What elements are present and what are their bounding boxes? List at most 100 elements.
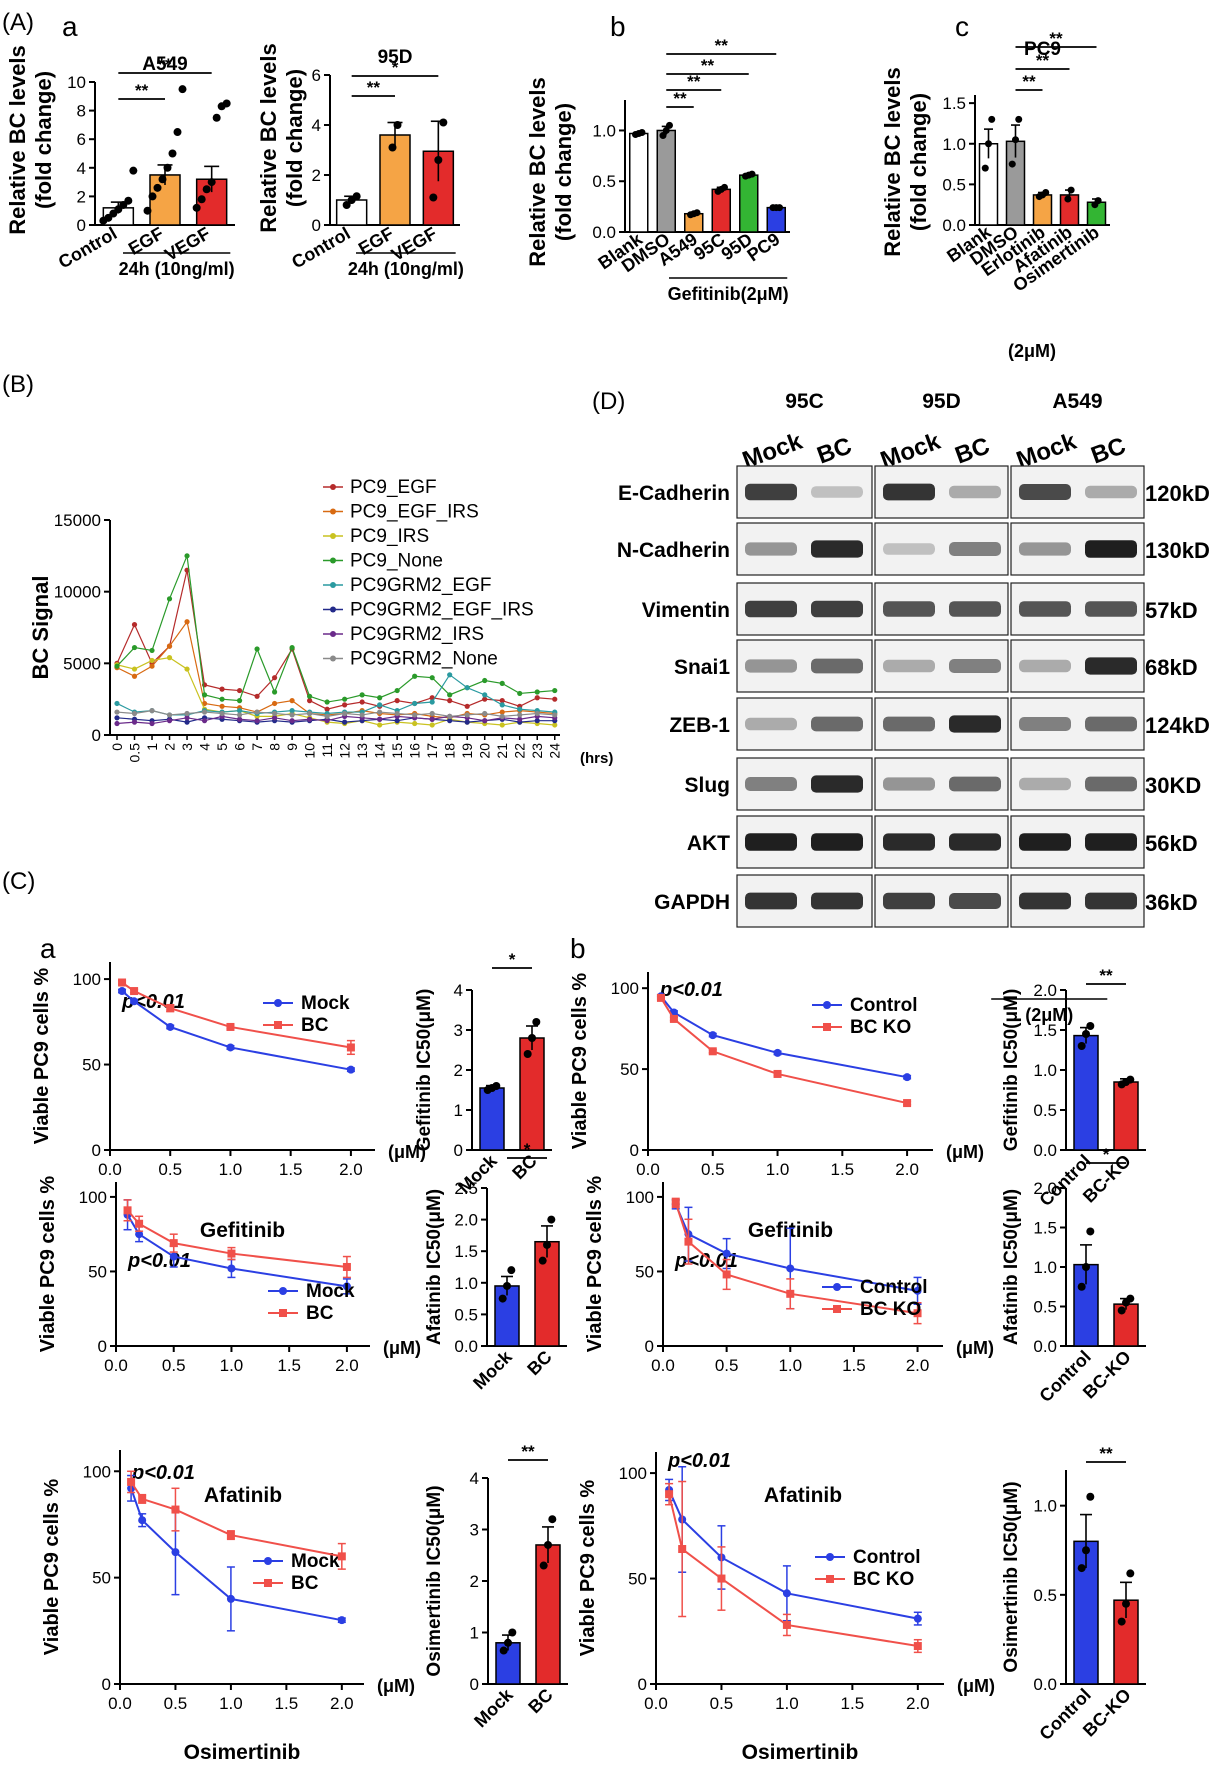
protein-band <box>811 775 863 793</box>
data-point <box>1082 1030 1090 1038</box>
protein-band <box>1019 777 1071 791</box>
x-axis-unit: (μM) <box>383 1338 421 1358</box>
x-axis-unit: (hrs) <box>580 750 613 767</box>
y-axis-label-line2: (fold change) <box>906 93 931 231</box>
series-point <box>359 712 365 718</box>
series-point <box>184 719 190 725</box>
significance-label: ** <box>687 72 701 91</box>
bar-BC <box>535 1544 561 1685</box>
legend-label: PC9_EGF_IRS <box>350 502 479 523</box>
series-point <box>184 553 190 559</box>
significance-label: ** <box>1049 29 1063 48</box>
panel-label-Ab: b <box>610 11 626 42</box>
protein-label: E-Cadherin <box>618 482 730 505</box>
chart-C-a-afa-bar-y-tick-label: 0.5 <box>454 1305 478 1324</box>
x-tick-label: 1.5 <box>279 1160 303 1179</box>
series-point <box>429 675 435 681</box>
data-point <box>1094 197 1102 205</box>
series-point <box>114 709 120 715</box>
protein-band <box>949 542 1001 556</box>
x-tick-label: 1.0 <box>775 1694 799 1713</box>
lane-label: BC <box>952 432 994 469</box>
data-point <box>169 1239 178 1248</box>
protein-band <box>745 833 797 851</box>
legend-marker <box>826 1553 834 1561</box>
chart-A-b-y-tick-label: 1.0 <box>592 121 616 140</box>
x-tick-label: 15 <box>389 743 405 759</box>
x-tick-label: 0 <box>109 743 125 751</box>
data-point <box>388 143 397 152</box>
chart-title: A549 <box>142 54 187 75</box>
data-point <box>1126 1075 1135 1084</box>
significance-label: ** <box>1036 51 1050 70</box>
lane-label: BC <box>814 432 856 469</box>
series-point <box>464 719 470 725</box>
chart-C-b-osi-bar-y-tick-label: 0.5 <box>1033 1586 1057 1605</box>
x-tick-label: 5 <box>214 743 230 751</box>
data-point <box>981 164 989 172</box>
chart-C-a-gef-bar-y-tick-label: 4 <box>454 981 463 1000</box>
series-point <box>289 644 295 651</box>
series-point <box>499 722 505 728</box>
x-tick-label: 3 <box>179 743 195 751</box>
data-point <box>786 1264 795 1273</box>
legend-marker <box>823 1023 831 1031</box>
protein-label: Slug <box>685 774 731 797</box>
data-point <box>337 1616 346 1625</box>
x-tick-label: 6 <box>232 743 248 751</box>
series-point <box>482 710 488 717</box>
legend-marker <box>279 1309 287 1317</box>
series-point <box>236 712 243 718</box>
series-point <box>114 715 120 721</box>
series-point <box>447 692 453 698</box>
data-point <box>393 121 402 129</box>
x-tick-label: 1.5 <box>830 1160 854 1179</box>
series-point <box>552 696 558 702</box>
data-point <box>1064 195 1072 203</box>
data-point <box>665 1490 674 1499</box>
series-point <box>324 706 330 712</box>
lane-label: BC <box>1088 432 1130 469</box>
x-axis-label: Osimertinib <box>742 1741 859 1764</box>
x-tick-label: 2.0 <box>335 1356 359 1375</box>
data-point <box>1077 1042 1086 1050</box>
group-label: 24h (10ng/ml) <box>348 259 464 279</box>
data-point <box>171 1548 180 1557</box>
data-point <box>544 1540 552 1549</box>
series-point <box>499 709 505 715</box>
legend-label: PC9_IRS <box>350 526 429 547</box>
data-point <box>1067 186 1075 194</box>
bar-PC9 <box>766 206 786 233</box>
series-point <box>131 622 138 628</box>
series-point <box>377 695 383 701</box>
x-tick-label: 2.0 <box>906 1694 930 1713</box>
protein-band <box>811 892 863 910</box>
y-axis-label: Afatinib IC50(μM) <box>424 1189 445 1345</box>
category-label: BC <box>524 1685 557 1718</box>
x-tick-label: 0.0 <box>98 1160 122 1179</box>
y-axis-label: BC Signal <box>28 576 53 680</box>
data-point <box>118 987 127 996</box>
molecular-weight-label: 56kD <box>1145 831 1198 856</box>
series-point <box>429 699 435 705</box>
data-point <box>342 1282 351 1291</box>
chart-C-a-afa-line-y-tick-label: 0 <box>98 1337 107 1356</box>
chart-A-c-y-tick-label: 0.0 <box>942 216 966 235</box>
legend-marker <box>330 582 336 588</box>
legend-marker <box>330 508 336 515</box>
chart-A-a-A549-y-tick-label: 0 <box>77 216 86 235</box>
data-point <box>504 1638 512 1647</box>
legend-marker <box>274 1021 282 1029</box>
series-point <box>254 693 260 699</box>
series-point <box>271 675 278 681</box>
series-point <box>201 692 208 698</box>
y-axis-label: Viable PC9 cells % <box>37 1176 59 1353</box>
x-axis-unit: (μM) <box>388 1142 426 1162</box>
series-point <box>236 708 243 714</box>
data-point <box>1077 1282 1086 1291</box>
data-point <box>775 204 783 212</box>
data-point <box>1126 1569 1135 1578</box>
data-point <box>1082 1546 1090 1555</box>
series-point <box>412 720 418 727</box>
x-tick-label: 17 <box>424 743 440 759</box>
